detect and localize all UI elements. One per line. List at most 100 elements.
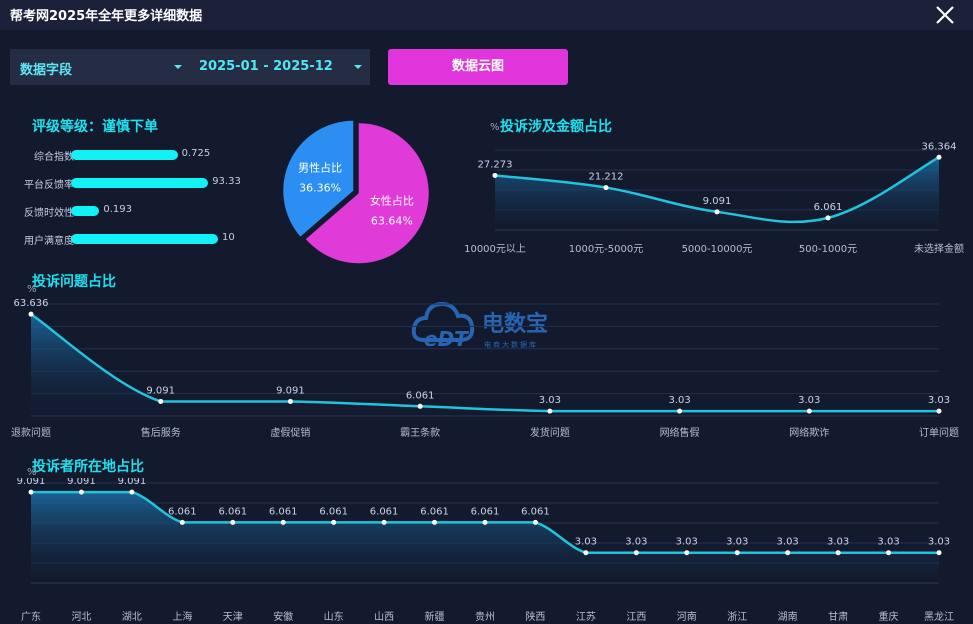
data-label: 21.212	[589, 172, 624, 183]
x-tick-label: 上海	[172, 610, 192, 623]
data-point	[806, 408, 812, 414]
data-point	[280, 519, 286, 525]
data-point	[936, 550, 942, 556]
data-label: 3.03	[928, 395, 950, 406]
date-range-value: 2025-01 - 2025-12	[199, 59, 333, 74]
area-fill	[31, 492, 939, 583]
x-tick-label: 山东	[324, 610, 344, 623]
data-point	[179, 519, 185, 525]
amount-area-chart: 27.273 10000元以上 21.212 1000元-5000元 9.091 5000…	[464, 141, 964, 255]
data-label: 3.03	[798, 395, 820, 406]
data-point	[287, 398, 293, 404]
data-label: 6.061	[521, 506, 550, 517]
rating-title: 评级等级：谨慎下单	[32, 116, 158, 136]
problem-chart-ylabel: %	[27, 284, 37, 295]
rating-row: 用户满意度 10	[8, 232, 268, 247]
data-label: 3.03	[777, 537, 799, 548]
data-field-select[interactable]: 数据字段	[10, 49, 190, 85]
location-chart-title: 投诉者所在地占比	[32, 459, 144, 475]
amount-chart-ylabel: %	[490, 122, 500, 133]
watermark-sub: 电商大数据库	[484, 341, 538, 349]
rating-label: 综合指数	[34, 152, 74, 163]
x-tick-label: 未选择金额	[914, 242, 964, 255]
x-tick-label: 湖南	[778, 610, 798, 623]
series-line	[30, 313, 940, 413]
data-point	[28, 489, 34, 495]
data-label: 3.03	[726, 537, 748, 548]
data-point	[381, 519, 387, 525]
rating-row: 反馈时效性 0.193	[8, 204, 268, 219]
data-point	[28, 311, 34, 317]
x-tick-label: 广东	[21, 610, 41, 623]
data-label: 3.03	[928, 537, 950, 548]
data-label: 6.061	[370, 506, 399, 517]
window-titlebar: 帮考网2025年全年更多详细数据	[0, 0, 973, 30]
pie-slice	[283, 120, 354, 237]
rating-row: 平台反馈率 93.33	[8, 176, 268, 191]
rating-bar	[71, 178, 209, 188]
data-label: 6.061	[269, 506, 298, 517]
data-label: 36.364	[922, 141, 957, 152]
data-label: 6.061	[814, 202, 843, 213]
x-tick-label: 陕西	[525, 610, 545, 623]
x-tick-label: 网络售假	[660, 426, 700, 439]
data-point	[482, 519, 488, 525]
data-label: 3.03	[625, 537, 647, 548]
pie-slice	[305, 123, 429, 264]
problem-chart-title: 投诉问题占比	[32, 274, 116, 290]
gender-pie-chart: 女性占比 63.64% 男性占比 36.36%	[283, 120, 429, 264]
data-label: 63.636	[14, 298, 49, 309]
data-point	[936, 154, 942, 160]
data-point	[230, 519, 236, 525]
data-point	[785, 550, 791, 556]
data-field-select-value: 数据字段	[20, 63, 73, 78]
data-label: 9.091	[146, 385, 175, 396]
rating-bar-track	[71, 206, 100, 216]
data-label: 9.091	[703, 196, 732, 207]
data-point	[158, 398, 164, 404]
window-title: 帮考网2025年全年更多详细数据	[10, 9, 203, 24]
amount-chart-title: 投诉涉及金额占比	[500, 119, 612, 135]
x-tick-label: 河南	[677, 610, 697, 623]
pie-slice-label: 63.64%	[371, 214, 413, 227]
data-point	[129, 489, 135, 495]
pie-slice-name: 女性占比	[370, 193, 414, 207]
data-label: 6.061	[420, 506, 449, 517]
x-tick-label: 安徽	[273, 610, 293, 623]
close-icon[interactable]	[933, 3, 957, 27]
chevron-down-icon	[174, 65, 182, 69]
data-cloud-button[interactable]: 数据云图	[388, 49, 568, 85]
data-point	[78, 489, 84, 495]
x-tick-label: 甘肃	[828, 610, 848, 623]
rating-bar-track	[71, 178, 209, 188]
x-tick-label: 退款问题	[11, 426, 51, 439]
data-point	[547, 408, 553, 414]
x-tick-label: 黑龙江	[924, 610, 954, 623]
x-tick-label: 霸王条款	[400, 426, 440, 439]
data-label: 3.03	[827, 537, 849, 548]
x-tick-label: 新疆	[425, 610, 445, 623]
problem-area-chart: 63.636 退款问题 9.091 售后服务 9.091 虚假促销 6.061 霸王条款 3.0…	[11, 298, 959, 439]
x-tick-label: 1000元-5000元	[569, 244, 644, 255]
data-point	[331, 519, 337, 525]
x-tick-label: 江西	[626, 611, 646, 623]
data-label: 6.061	[406, 390, 435, 401]
x-tick-label: 浙江	[727, 611, 747, 623]
x-tick-label: 河北	[71, 611, 91, 623]
data-label: 6.061	[319, 506, 348, 517]
data-point	[835, 550, 841, 556]
date-range-select[interactable]: 2025-01 - 2025-12	[190, 49, 370, 85]
x-tick-label: 5000-10000元	[682, 244, 753, 255]
data-point	[684, 550, 690, 556]
rating-bar	[71, 150, 178, 160]
rating-label: 反馈时效性	[24, 208, 74, 219]
pie-slice-label: 36.36%	[299, 182, 341, 195]
data-label: 6.061	[471, 506, 500, 517]
data-label: 3.03	[877, 537, 899, 548]
x-tick-label: 发货问题	[530, 426, 570, 439]
data-point	[603, 185, 609, 191]
pie-slice-name: 男性占比	[298, 161, 342, 175]
area-fill	[31, 314, 939, 416]
data-label: 9.091	[118, 478, 147, 487]
data-point	[432, 519, 438, 525]
